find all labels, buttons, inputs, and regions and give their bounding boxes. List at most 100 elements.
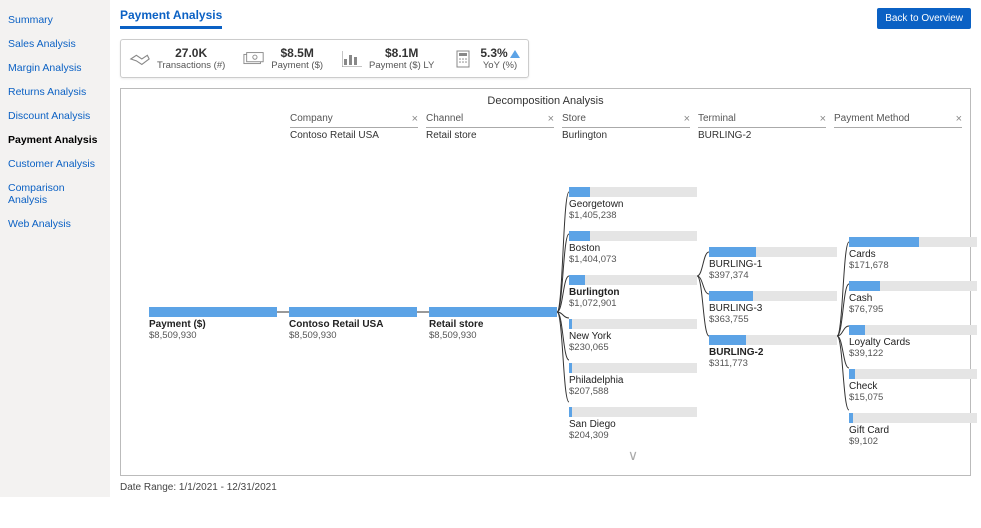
node-label: Contoso Retail USA [289, 319, 417, 330]
crumb-company: Company × Contoso Retail USA [290, 113, 418, 141]
node-bar [569, 319, 697, 329]
tree-node[interactable]: Burlington$1,072,901 [569, 275, 697, 309]
node-label: Burlington [569, 287, 697, 298]
tree-node[interactable]: BURLING-3$363,755 [709, 291, 837, 325]
node-bar [149, 307, 277, 317]
sidebar-item-web-analysis[interactable]: Web Analysis [0, 212, 110, 236]
node-bar [569, 275, 697, 285]
tree-node[interactable]: Boston$1,404,073 [569, 231, 697, 265]
node-bar [709, 247, 837, 257]
crumb-value: Contoso Retail USA [290, 128, 418, 141]
kpi-1: $8.5MPayment ($) [243, 46, 323, 71]
node-value: $207,588 [569, 386, 697, 397]
kpi-value: 27.0K [157, 46, 225, 60]
crumb-channel: Channel × Retail store [426, 113, 554, 141]
sidebar-item-payment-analysis[interactable]: Payment Analysis [0, 128, 110, 152]
node-value: $311,773 [709, 358, 837, 369]
sidebar-item-sales-analysis[interactable]: Sales Analysis [0, 32, 110, 56]
tree-node[interactable]: BURLING-2$311,773 [709, 335, 837, 369]
kpi-2: $8.1MPayment ($) LY [341, 46, 434, 71]
crumb-head-label: Company [290, 113, 333, 125]
node-bar [569, 407, 697, 417]
close-icon[interactable]: × [956, 113, 962, 125]
tree-node[interactable]: Loyalty Cards$39,122 [849, 325, 977, 359]
tree-node[interactable]: Payment ($)$8,509,930 [149, 307, 277, 341]
crumb-store: Store×Burlington [562, 113, 690, 141]
close-icon[interactable]: × [820, 113, 826, 125]
date-range-label: Date Range: 1/1/2021 - 12/31/2021 [120, 482, 971, 493]
tree-node[interactable]: Philadelphia$207,588 [569, 363, 697, 397]
crumb-row: Company × Contoso Retail USA Channel × Retail… [129, 113, 962, 141]
tree-column-2: Retail store$8,509,930 [429, 307, 557, 351]
tree-node[interactable]: Check$15,075 [849, 369, 977, 403]
kpi-label: Payment ($) LY [369, 60, 434, 71]
node-label: BURLING-2 [709, 347, 837, 358]
trend-up-icon [510, 50, 520, 58]
sidebar-item-comparison-analysis[interactable]: Comparison Analysis [0, 176, 110, 212]
node-value: $363,755 [709, 314, 837, 325]
sidebar-item-discount-analysis[interactable]: Discount Analysis [0, 104, 110, 128]
tree-column-5: Cards$171,678 Cash$76,795 Loyalty Cards$39… [849, 237, 977, 457]
tree-node[interactable]: Cards$171,678 [849, 237, 977, 271]
close-icon[interactable]: × [412, 113, 418, 125]
sidebar-item-customer-analysis[interactable]: Customer Analysis [0, 152, 110, 176]
tree-column-4: BURLING-1$397,374BURLING-3$363,755BURLIN… [709, 247, 837, 379]
node-label: San Diego [569, 419, 697, 430]
node-value: $9,102 [849, 436, 977, 447]
crumb-value: Retail store [426, 128, 554, 141]
kpi-label: Payment ($) [271, 60, 323, 71]
close-icon[interactable]: × [684, 113, 690, 125]
crumb-head-label: Terminal [698, 113, 736, 125]
node-value: $1,405,238 [569, 210, 697, 221]
sidebar-item-returns-analysis[interactable]: Returns Analysis [0, 80, 110, 104]
sidebar-item-summary[interactable]: Summary [0, 8, 110, 32]
node-label: Boston [569, 243, 697, 254]
kpi-value: $8.1M [369, 46, 434, 60]
crumb-head-label: Channel [426, 113, 463, 125]
node-value: $8,509,930 [429, 330, 557, 341]
tree-node[interactable]: Gift Card$9,102 [849, 413, 977, 447]
node-bar [289, 307, 417, 317]
tree-node[interactable]: BURLING-1$397,374 [709, 247, 837, 281]
decomposition-tree: Payment ($)$8,509,930Contoso Retail USA$… [129, 147, 962, 457]
tree-node[interactable]: Georgetown$1,405,238 [569, 187, 697, 221]
node-value: $1,404,073 [569, 254, 697, 265]
node-bar [429, 307, 557, 317]
back-to-overview-button[interactable]: Back to Overview [877, 8, 971, 29]
crumb-payment-method: Payment Method × [834, 113, 962, 141]
handshake-icon [129, 50, 151, 68]
close-icon[interactable]: × [548, 113, 554, 125]
node-label: Payment ($) [149, 319, 277, 330]
kpi-0: 27.0KTransactions (#) [129, 46, 225, 71]
barchart-icon [341, 50, 363, 68]
crumb-value [834, 128, 962, 130]
main-content: Payment Analysis Back to Overview 27.0KT… [110, 0, 981, 497]
crumb-head-label: Payment Method [834, 113, 910, 125]
sidebar: SummarySales AnalysisMargin AnalysisRetu… [0, 0, 110, 497]
expand-down-icon[interactable]: ∨ [569, 447, 697, 464]
tree-node[interactable]: Contoso Retail USA$8,509,930 [289, 307, 417, 341]
node-bar [849, 325, 977, 335]
tree-column-0: Payment ($)$8,509,930 [149, 307, 277, 351]
node-value: $230,065 [569, 342, 697, 353]
tree-node[interactable]: San Diego$204,309 [569, 407, 697, 441]
node-label: Loyalty Cards [849, 337, 977, 348]
kpi-3: 5.3%YoY (%) [452, 46, 519, 71]
node-value: $76,795 [849, 304, 977, 315]
sidebar-item-margin-analysis[interactable]: Margin Analysis [0, 56, 110, 80]
node-bar [709, 291, 837, 301]
node-label: BURLING-3 [709, 303, 837, 314]
node-value: $15,075 [849, 392, 977, 403]
node-value: $171,678 [849, 260, 977, 271]
node-bar [849, 281, 977, 291]
crumb-terminal: Terminal×BURLING-2 [698, 113, 826, 141]
node-label: Cards [849, 249, 977, 260]
tree-node[interactable]: New York$230,065 [569, 319, 697, 353]
tree-node[interactable]: Retail store$8,509,930 [429, 307, 557, 341]
tree-node[interactable]: Cash$76,795 [849, 281, 977, 315]
kpi-label: YoY (%) [480, 60, 519, 71]
node-label: Retail store [429, 319, 557, 330]
page-title: Payment Analysis [120, 8, 222, 29]
kpi-value: 5.3% [480, 46, 519, 60]
node-label: BURLING-1 [709, 259, 837, 270]
